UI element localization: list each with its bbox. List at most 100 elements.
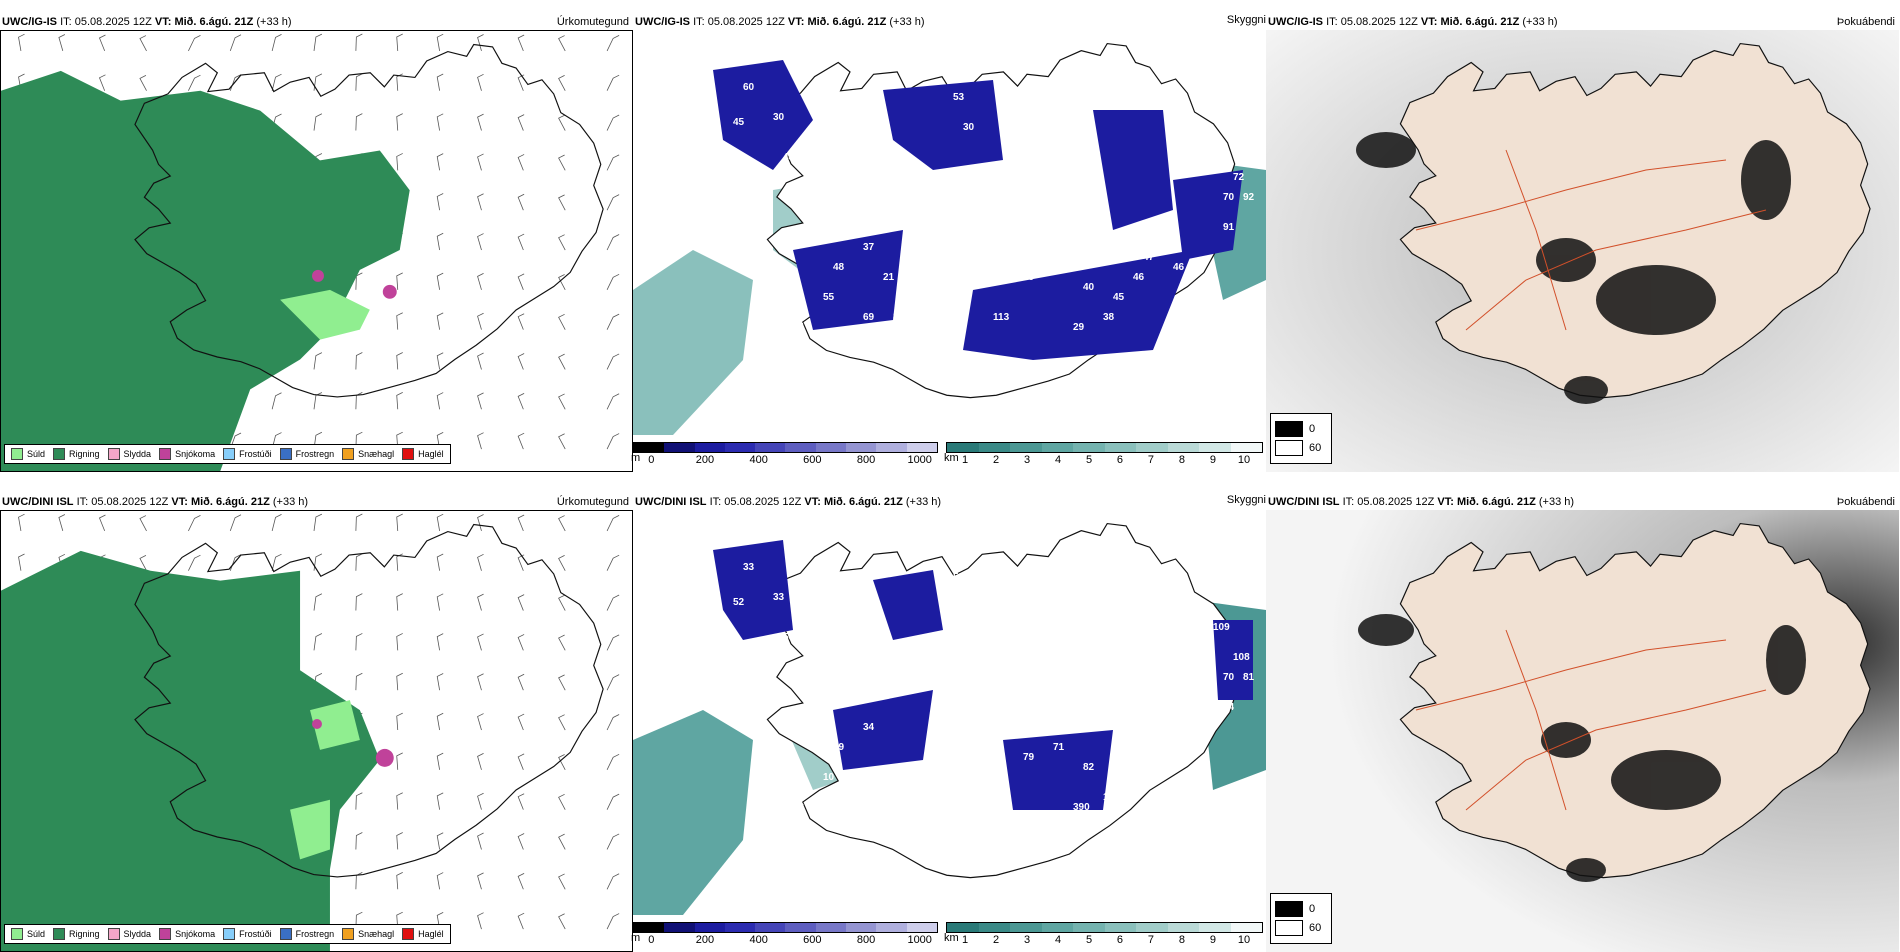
cloud-base-value: 64 [1193, 162, 1205, 173]
wind-barb [558, 234, 566, 251]
cloud-base-value: 113 [993, 312, 1010, 323]
colorbar-segment [815, 443, 847, 452]
wind-barb [517, 114, 525, 131]
wind-barb [517, 872, 525, 890]
wind-barb [436, 113, 444, 131]
precip-map [0, 510, 633, 952]
wind-barb [517, 594, 525, 611]
colorbar-tick: 4 [1054, 934, 1062, 946]
cloud-base-value: 81 [1243, 672, 1255, 683]
fog-title: Þokuábendi [1836, 16, 1895, 28]
wind-barb [271, 514, 282, 532]
wind-barb [436, 312, 444, 330]
cloud-base-value: 45 [783, 152, 795, 163]
wind-barb [271, 73, 282, 91]
wind-barb [355, 672, 363, 691]
legend-label: Snjókoma [175, 449, 216, 459]
wind-barb [355, 33, 363, 51]
cloud-base-value: 48 [833, 262, 845, 273]
wind-barb [396, 153, 403, 171]
colorbar-tick: 600 [803, 454, 822, 466]
legend-label: Frostúði [239, 449, 272, 459]
cloud-base-value: 52 [733, 597, 745, 608]
colorbar-tick: 4 [1054, 454, 1062, 466]
wind-barb [98, 74, 106, 91]
colorbar-segment [1010, 923, 1042, 932]
colorbar-tick: 9 [1209, 934, 1217, 946]
wind-barb [477, 713, 484, 731]
wind-barb [517, 912, 525, 930]
wind-barb [396, 832, 403, 850]
wind-barb [271, 553, 282, 571]
panel-fog-row2: UWC/DINI ISL IT: 05.08.2025 12Z VT: Mið.… [1266, 492, 1899, 952]
cloud-base-value: 70 [753, 652, 765, 663]
colorbar-segment [906, 923, 937, 932]
wind-barb [517, 634, 525, 651]
legend-swatch [1275, 440, 1303, 456]
cloud-base-value: 60 [743, 82, 755, 93]
colorbar-tick: 0 [648, 934, 655, 946]
wind-barb [98, 34, 106, 52]
cloud-base-value: 30 [963, 122, 975, 133]
wind-barb [271, 34, 282, 52]
colorbar-segment [785, 443, 816, 452]
colorbar-tick: 1000 [907, 934, 932, 946]
colorbar-tick: 5 [1085, 934, 1093, 946]
cloud-base-value: 64 [903, 642, 915, 653]
legend-swatch [1275, 421, 1303, 437]
wind-barb [229, 34, 242, 52]
wind-barb [396, 352, 403, 370]
cloud-base-value: 52 [793, 802, 805, 813]
wind-barb [558, 194, 566, 211]
cloud-base-value: 82 [1083, 762, 1095, 773]
wind-barb [606, 313, 620, 330]
wind-barb [558, 555, 566, 571]
wind-barb [517, 353, 525, 370]
wind-barb [558, 634, 566, 651]
wind-barb [477, 312, 484, 330]
wind-barb [436, 832, 444, 850]
colorbar-segment [1199, 443, 1231, 452]
precip-legend-item: Snæhagl [342, 928, 394, 940]
legend-swatch [53, 928, 66, 940]
wind-barb [477, 593, 484, 611]
colorbar-tick: 7 [1147, 454, 1155, 466]
cloud-base-value: 71 [1053, 742, 1065, 753]
fog-legend-item: 60 [1275, 440, 1327, 456]
wind-barb [477, 633, 484, 651]
wind-barb [313, 633, 323, 651]
legend-label: Rigning [69, 449, 100, 459]
colorbar-tick: 400 [749, 454, 768, 466]
cloud-base-value: 28 [913, 362, 925, 373]
precip-legend-item: Frostúði [223, 448, 272, 460]
wind-barb [477, 73, 484, 91]
cloud-base-value: 84 [1223, 702, 1235, 713]
wind-barb [396, 712, 403, 731]
wind-barb [606, 714, 620, 731]
colorbar-segment [1073, 443, 1105, 452]
wind-barb [355, 553, 363, 571]
wind-barb [558, 515, 566, 532]
wind-barb [396, 392, 403, 410]
wind-barb [436, 392, 444, 410]
panel-header: UWC/DINI ISL IT: 05.08.2025 12Z VT: Mið.… [635, 496, 942, 508]
wind-barb [396, 633, 403, 651]
wind-barb [517, 313, 525, 330]
fog-legend: 0 60 [1270, 893, 1332, 944]
wind-barb [558, 873, 566, 890]
legend-swatch [53, 448, 66, 460]
cloud-base-value: 40 [1083, 282, 1095, 293]
wind-barb [558, 913, 566, 930]
wind-barb [558, 714, 566, 731]
precip-map [0, 30, 633, 472]
wind-barb [558, 793, 566, 810]
legend-label: Súld [27, 929, 46, 939]
cloud-base-value: 53 [953, 92, 965, 103]
wind-barb [606, 793, 620, 810]
precip-title: Úrkomutegund [556, 496, 629, 508]
cloud-base-value: 69 [863, 312, 875, 323]
precip-legend-item: Frostregn [279, 448, 334, 460]
visibility-colorbar: 1 2 3 4 5 6 7 8 9 10 km [944, 442, 1263, 468]
wind-barb [517, 514, 525, 532]
legend-swatch [402, 928, 415, 940]
